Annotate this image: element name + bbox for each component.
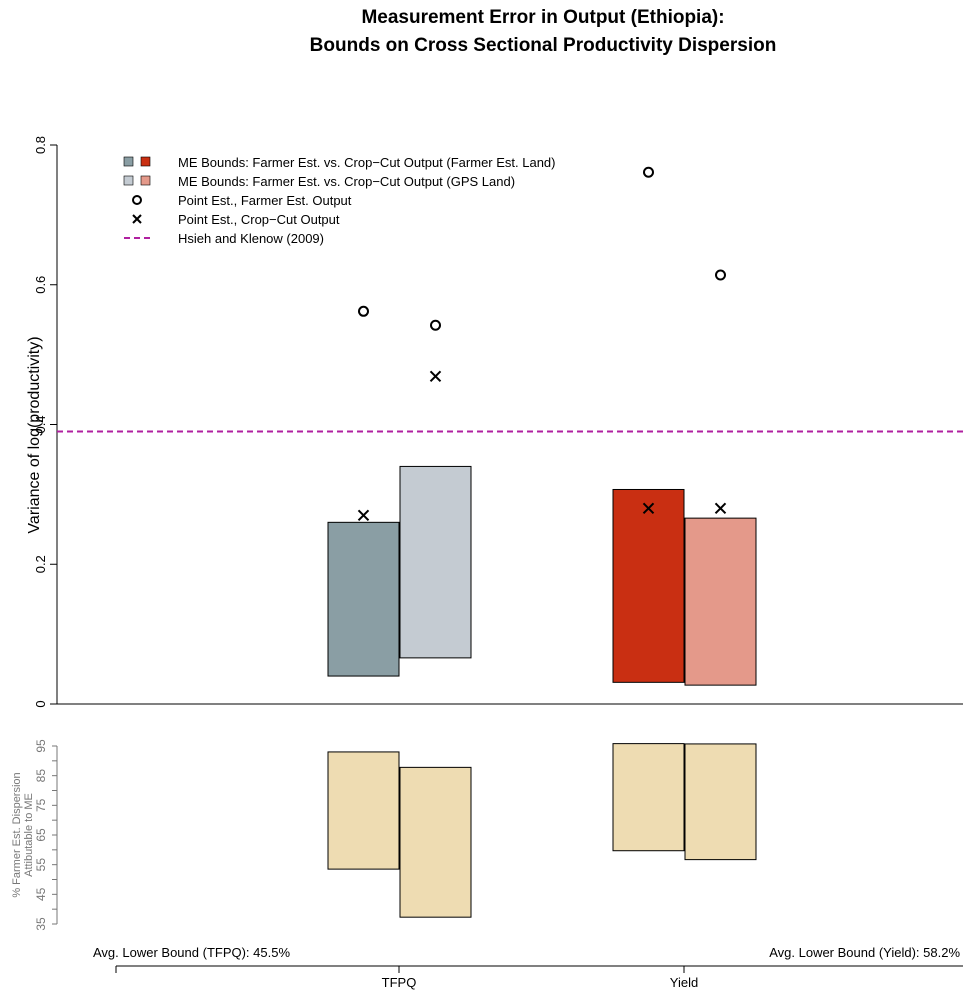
y-tick-label: 0.2 [33, 555, 48, 573]
y-tick-label: 0.8 [33, 136, 48, 154]
annotation-tfpq: Avg. Lower Bound (TFPQ): 45.5% [93, 945, 290, 960]
legend-circle [132, 195, 142, 205]
bottom-y-tick-label: 55 [34, 858, 48, 872]
farmer-est-point [358, 305, 369, 317]
legend-cross [132, 214, 142, 224]
crop-cut-point-stroke [714, 502, 727, 515]
bottom-y-tick-label: 85 [34, 769, 48, 783]
crop-cut-point [429, 370, 442, 382]
legend-swatch [140, 175, 151, 186]
pct-bar [684, 743, 757, 861]
top-panel: 0 0.2 0.4 0.6 0.8 Variance of log(productivit… [26, 136, 963, 708]
bottom-panel: 35 45 55 65 75 85 95 % Farmer Est. Dispersion At… [11, 739, 963, 990]
legend-label: Point Est., Crop−Cut Output [178, 212, 340, 227]
bottom-y-tick-label: 35 [34, 917, 48, 931]
bottom-y-tick-label: 95 [34, 739, 48, 753]
bottom-y-axis-title-line2: Attibutable to ME [23, 793, 35, 877]
legend: ME Bounds: Farmer Est. vs. Crop−Cut Outp… [123, 155, 556, 246]
legend-label: Hsieh and Klenow (2009) [178, 231, 324, 246]
crop-cut-point [642, 502, 655, 515]
y-tick-label: 0.4 [33, 415, 48, 433]
legend-cross-stroke [132, 214, 142, 224]
crop-cut-point [714, 502, 727, 515]
farmer-est-point [643, 166, 654, 178]
pct-bar [399, 766, 472, 918]
farmer-est-point [715, 269, 726, 281]
legend-swatch [123, 175, 134, 186]
pct-bar [612, 743, 685, 852]
y-tick-label: 0 [33, 700, 48, 707]
farmer-est-point [430, 319, 441, 331]
bound-bar [399, 465, 472, 659]
bottom-y-tick-label: 75 [34, 798, 48, 812]
legend-label: ME Bounds: Farmer Est. vs. Crop−Cut Outp… [178, 174, 515, 189]
legend-swatch [123, 156, 134, 167]
crop-cut-point-stroke [357, 509, 370, 522]
bound-bar [684, 517, 757, 686]
y-tick-label: 0.6 [33, 276, 48, 294]
y-axis-title: Variance of log(productivity) [26, 336, 43, 533]
crop-cut-point [357, 509, 370, 522]
x-category-label: Yield [670, 975, 698, 990]
bound-bar [612, 488, 685, 683]
legend-label: Point Est., Farmer Est. Output [178, 193, 352, 208]
legend-swatch [140, 156, 151, 167]
pct-bar [327, 751, 400, 870]
bottom-y-axis-title-line1: % Farmer Est. Dispersion [11, 772, 23, 897]
annotation-yield: Avg. Lower Bound (Yield): 58.2% [769, 945, 960, 960]
bound-bar [327, 521, 400, 677]
bottom-y-tick-label: 45 [34, 887, 48, 901]
crop-cut-point-stroke [642, 502, 655, 515]
bottom-y-tick-label: 65 [34, 828, 48, 842]
x-category-label: TFPQ [382, 975, 417, 990]
chart-subtitle: Bounds on Cross Sectional Productivity D… [310, 35, 777, 56]
chart-title: Measurement Error in Output (Ethiopia): [361, 7, 724, 28]
legend-label: ME Bounds: Farmer Est. vs. Crop−Cut Outp… [178, 155, 556, 170]
crop-cut-point-stroke [429, 370, 442, 382]
